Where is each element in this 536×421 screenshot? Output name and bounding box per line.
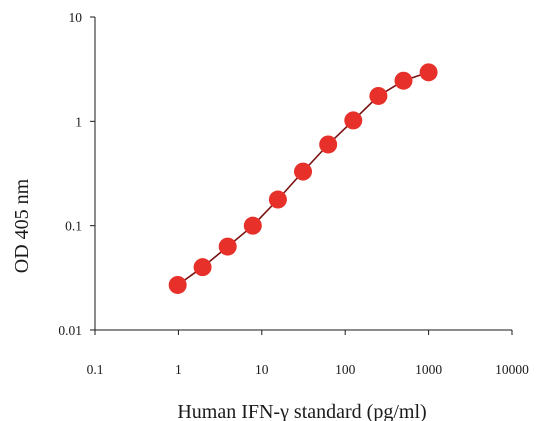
x-tick-label: 10 xyxy=(255,362,269,377)
x-tick-label: 1000 xyxy=(415,362,442,377)
data-point xyxy=(268,190,287,209)
x-axis-ticks: 0.1 1 10 100 1000 10000 xyxy=(87,330,529,377)
data-point xyxy=(319,135,338,154)
data-point xyxy=(394,71,413,90)
x-tick-label: 0.1 xyxy=(87,362,104,377)
data-point xyxy=(218,237,237,256)
y-tick-label: 10 xyxy=(69,10,83,25)
data-point xyxy=(344,111,363,130)
y-tick-label: 1 xyxy=(75,114,82,129)
data-point xyxy=(168,275,187,294)
y-tick-label: 0.1 xyxy=(65,219,82,234)
data-point xyxy=(243,216,262,235)
y-axis-ticks: 0.01 0.1 1 10 xyxy=(58,10,95,338)
data-point xyxy=(193,258,212,277)
data-point xyxy=(369,86,388,105)
y-tick-label: 0.01 xyxy=(58,323,82,338)
x-tick-label: 10000 xyxy=(495,362,529,377)
data-point xyxy=(294,162,313,181)
series-group xyxy=(168,63,438,294)
plot-area: 0.1 1 10 100 1000 10000 0.01 0.1 1 10 xyxy=(58,10,529,377)
x-tick-label: 100 xyxy=(335,362,356,377)
y-axis-title: OD 405 nm xyxy=(11,178,33,273)
data-point xyxy=(419,63,438,82)
x-axis-title: Human IFN-γ standard (pg/ml) xyxy=(177,401,426,421)
x-tick-label: 1 xyxy=(175,362,182,377)
